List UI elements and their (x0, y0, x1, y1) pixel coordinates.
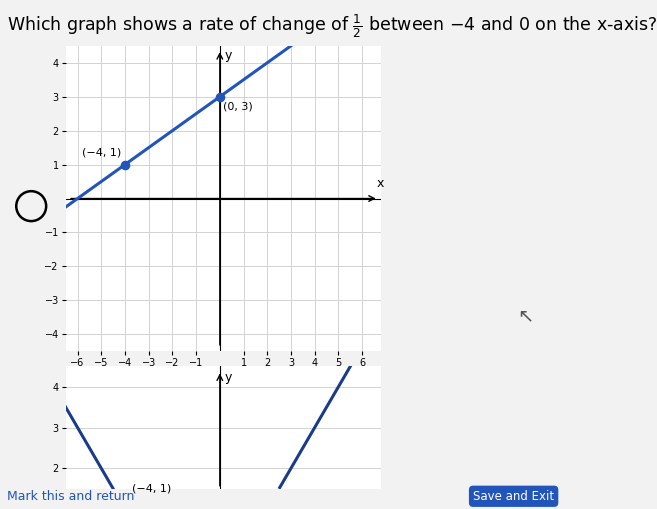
Text: Save and Exit: Save and Exit (473, 490, 554, 503)
Text: (−4, 1): (−4, 1) (82, 148, 122, 158)
Text: y: y (225, 49, 232, 62)
Text: (−4, 1): (−4, 1) (131, 484, 171, 494)
Text: y: y (225, 371, 232, 384)
Text: (0, 3): (0, 3) (223, 102, 253, 112)
Point (215, 93, 225, 101)
Text: x: x (376, 177, 384, 190)
Text: Mark this and return: Mark this and return (7, 490, 134, 503)
Text: ↖: ↖ (518, 306, 533, 325)
Text: Which graph shows a rate of change of $\frac{1}{2}$ between −4 and 0 on the x-ax: Which graph shows a rate of change of $\… (7, 13, 657, 40)
Point (120, 160, 130, 168)
